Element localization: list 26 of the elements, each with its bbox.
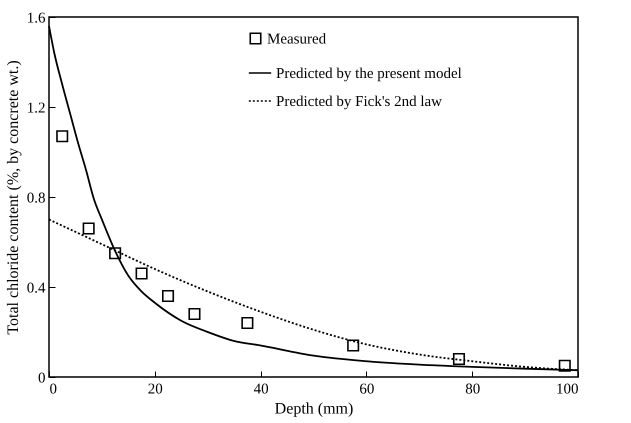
point	[82, 222, 95, 235]
y-axis-title: Total chloride content (%, by concrete wt.)	[4, 60, 22, 335]
point	[56, 130, 68, 142]
x-tick-label: 40	[254, 382, 269, 398]
point	[452, 352, 466, 366]
point	[241, 316, 254, 330]
x-tick-label: 20	[148, 382, 163, 398]
x-tick-label: 60	[359, 382, 374, 398]
x-tick-label: 100	[556, 382, 578, 398]
y-tick-label: 0	[38, 370, 46, 386]
x-tick-label: 80	[465, 382, 480, 398]
x-tick-label: 0	[50, 382, 57, 398]
legend-label: Predicted by Fick's 2nd law	[276, 94, 442, 110]
legend-label: Predicted by the present model	[276, 66, 462, 82]
point	[109, 247, 122, 260]
y-tick-label: 0.8	[26, 190, 46, 206]
point	[136, 267, 148, 280]
y-tick-label: 1.2	[26, 100, 46, 116]
point	[347, 339, 360, 352]
y-tick-label: 0.4	[26, 280, 46, 296]
point	[188, 308, 201, 320]
point	[558, 360, 571, 372]
point	[162, 290, 174, 302]
y-tick-label: 1.6	[26, 10, 46, 26]
x-axis-title: Depth (mm)	[274, 400, 354, 418]
legend-label: Measured	[267, 32, 327, 48]
